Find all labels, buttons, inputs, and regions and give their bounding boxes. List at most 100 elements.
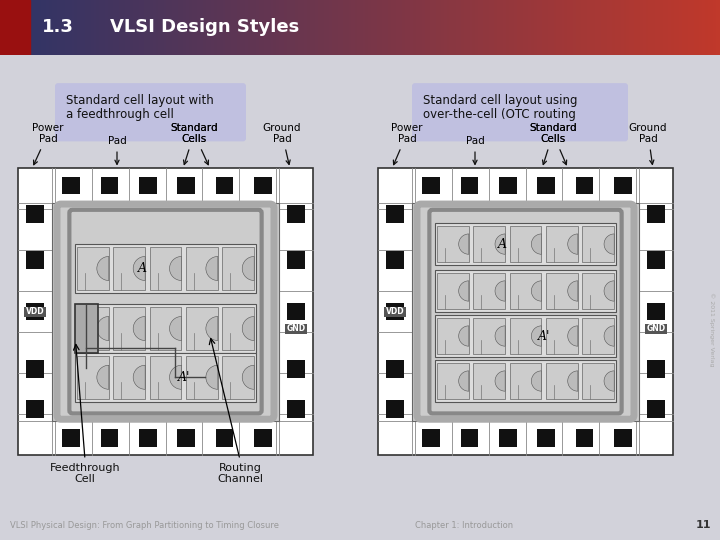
Bar: [113, 247, 145, 290]
Wedge shape: [242, 365, 254, 389]
Wedge shape: [531, 326, 541, 346]
Bar: [510, 226, 541, 262]
Bar: [435, 271, 616, 312]
Wedge shape: [169, 256, 181, 280]
Wedge shape: [567, 326, 578, 346]
Bar: [435, 360, 616, 402]
Bar: [510, 363, 541, 399]
Bar: [52, 202, 279, 421]
Wedge shape: [567, 371, 578, 391]
FancyBboxPatch shape: [412, 83, 628, 141]
Bar: [386, 205, 404, 223]
Bar: [75, 353, 256, 402]
Bar: [499, 429, 517, 447]
Bar: [216, 177, 233, 194]
Text: Pad: Pad: [107, 137, 127, 164]
Text: over-the-cell (OTC routing: over-the-cell (OTC routing: [423, 108, 576, 122]
Bar: [537, 177, 555, 194]
Bar: [186, 356, 218, 399]
Bar: [139, 429, 157, 447]
Text: A: A: [498, 238, 508, 251]
Text: 11: 11: [696, 520, 711, 530]
Bar: [254, 429, 271, 447]
Bar: [287, 400, 305, 418]
Text: Ground
Pad: Ground Pad: [629, 123, 667, 164]
Wedge shape: [96, 316, 109, 341]
Wedge shape: [133, 316, 145, 341]
Wedge shape: [495, 281, 505, 301]
Wedge shape: [459, 326, 469, 346]
Text: VDD: VDD: [26, 307, 44, 316]
Wedge shape: [604, 371, 614, 391]
Text: VLSI Design Styles: VLSI Design Styles: [110, 18, 300, 37]
Bar: [546, 318, 578, 354]
Text: © 2011 Springer Verlag: © 2011 Springer Verlag: [709, 292, 715, 367]
Text: Routing
Channel: Routing Channel: [217, 463, 263, 484]
Bar: [582, 226, 614, 262]
Bar: [499, 177, 517, 194]
Bar: [437, 363, 469, 399]
Wedge shape: [206, 365, 218, 389]
Text: A': A': [538, 329, 550, 342]
Bar: [614, 429, 631, 447]
Text: Standard
Cells: Standard Cells: [170, 123, 218, 165]
Bar: [384, 307, 406, 316]
Bar: [435, 224, 616, 265]
Bar: [647, 303, 665, 320]
Bar: [75, 244, 256, 293]
Text: Power
Pad: Power Pad: [391, 123, 423, 165]
Wedge shape: [169, 365, 181, 389]
Wedge shape: [133, 365, 145, 389]
Bar: [287, 251, 305, 269]
Wedge shape: [604, 326, 614, 346]
Bar: [287, 205, 305, 223]
Bar: [26, 205, 44, 223]
Text: GND: GND: [647, 325, 665, 333]
Text: Standard cell layout using: Standard cell layout using: [423, 94, 577, 107]
Bar: [582, 318, 614, 354]
Bar: [386, 400, 404, 418]
Bar: [75, 304, 98, 353]
Wedge shape: [604, 281, 614, 301]
Bar: [546, 226, 578, 262]
Bar: [645, 324, 667, 334]
Bar: [473, 363, 505, 399]
Wedge shape: [459, 234, 469, 254]
Text: Standard cell layout with: Standard cell layout with: [66, 94, 214, 107]
Bar: [473, 273, 505, 309]
Bar: [26, 251, 44, 269]
Text: A: A: [138, 262, 148, 275]
Wedge shape: [531, 281, 541, 301]
Text: Feedthrough
Cell: Feedthrough Cell: [50, 463, 120, 484]
Bar: [473, 226, 505, 262]
Bar: [216, 429, 233, 447]
Bar: [222, 307, 254, 350]
Bar: [614, 177, 631, 194]
Bar: [510, 318, 541, 354]
Bar: [77, 307, 109, 350]
Bar: [582, 273, 614, 309]
Wedge shape: [495, 234, 505, 254]
Text: Standard
Cells: Standard Cells: [170, 123, 218, 165]
Bar: [412, 202, 639, 421]
Bar: [437, 318, 469, 354]
Bar: [26, 303, 44, 320]
Wedge shape: [459, 281, 469, 301]
Bar: [510, 273, 541, 309]
Wedge shape: [96, 256, 109, 280]
Text: 1.3: 1.3: [42, 18, 74, 37]
Wedge shape: [604, 234, 614, 254]
Wedge shape: [242, 316, 254, 341]
Bar: [287, 360, 305, 378]
Text: GND: GND: [287, 325, 305, 333]
Bar: [75, 304, 256, 353]
Bar: [101, 429, 118, 447]
Bar: [285, 324, 307, 334]
Wedge shape: [206, 316, 218, 341]
Bar: [647, 360, 665, 378]
Text: Standard
Cells: Standard Cells: [529, 123, 577, 165]
Bar: [24, 307, 46, 316]
Bar: [386, 303, 404, 320]
Wedge shape: [96, 365, 109, 389]
Bar: [437, 273, 469, 309]
